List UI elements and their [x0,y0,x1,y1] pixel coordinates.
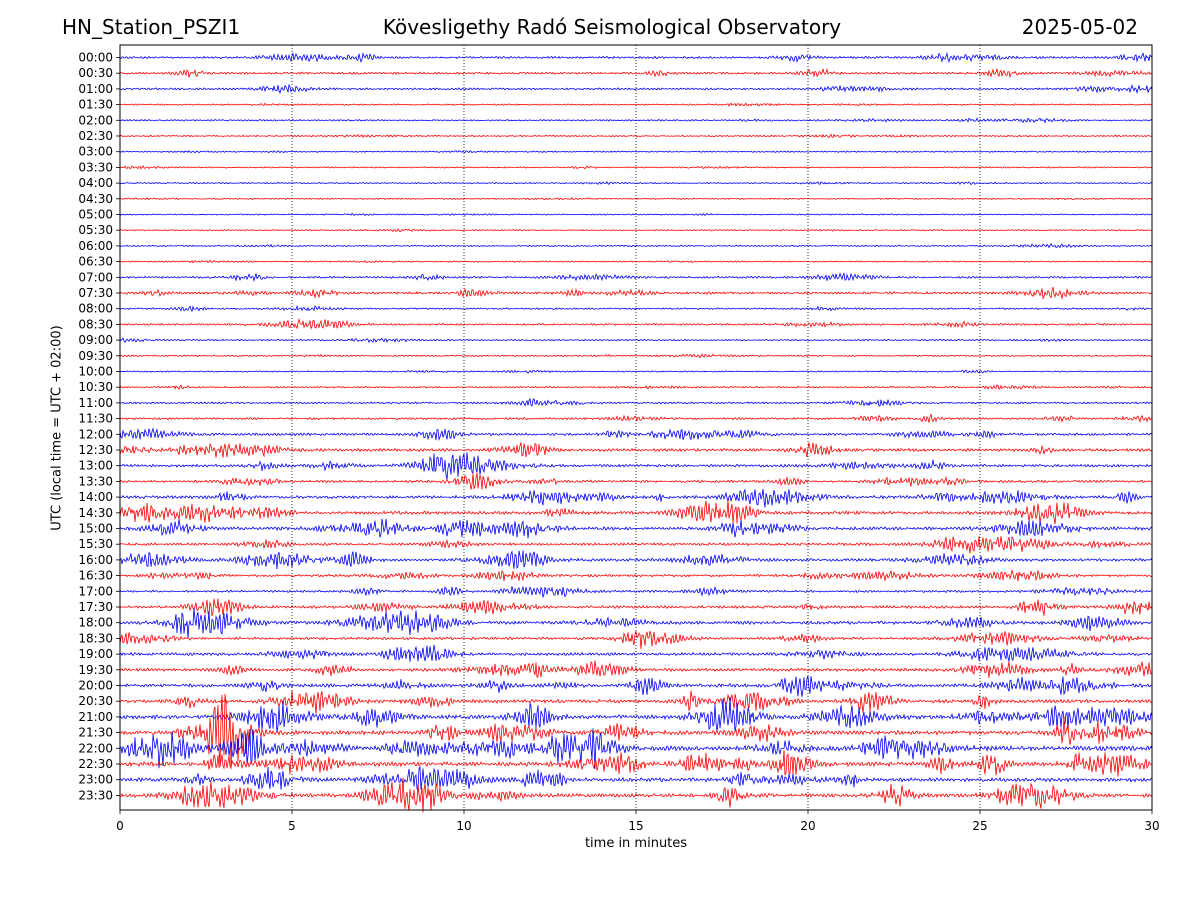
trace-0300 [119,149,1153,154]
trace-1800 [119,607,1153,639]
trace-0800 [119,304,1153,313]
row-label-1430: 14:30 [78,506,113,520]
row-label-1130: 11:30 [78,412,113,426]
trace-1730 [119,598,1153,617]
observatory-title: Kövesligethy Radó Seismological Observat… [382,15,842,39]
row-label-1930: 19:30 [78,663,113,677]
y-axis-label: UTC (local time = UTC + 02:00) [49,325,65,531]
row-label-0800: 08:00 [78,302,113,316]
row-label-1500: 15:00 [78,522,113,536]
row-label-2230: 22:30 [78,757,113,771]
row-label-1300: 13:00 [78,459,113,473]
x-tick-label-20: 20 [800,819,815,833]
row-label-0130: 01:30 [78,98,113,112]
row-label-1900: 19:00 [78,647,113,661]
row-label-0630: 06:30 [78,255,113,269]
row-label-1000: 10:00 [78,365,113,379]
trace-1000 [119,369,1153,374]
trace-0700 [119,272,1153,282]
trace-1600 [119,550,1153,570]
x-tick-label-25: 25 [972,819,987,833]
row-label-2130: 21:30 [78,726,113,740]
trace-1330 [119,472,1153,490]
row-label-0930: 09:30 [78,349,113,363]
row-label-0000: 00:00 [78,51,113,65]
trace-0100 [119,83,1153,95]
row-label-0200: 02:00 [78,113,113,127]
row-label-2000: 20:00 [78,679,113,693]
trace-1130 [119,413,1153,423]
trace-0900 [119,337,1153,344]
row-label-0530: 05:30 [78,223,113,237]
row-label-1830: 18:30 [78,631,113,645]
row-label-2200: 22:00 [78,741,113,755]
x-tick-label-5: 5 [288,819,296,833]
row-label-1700: 17:00 [78,584,113,598]
row-label-0700: 07:00 [78,270,113,284]
row-label-0030: 00:30 [78,66,113,80]
trace-1400 [119,488,1153,508]
row-label-2300: 23:00 [78,773,113,787]
plot-date: 2025-05-02 [1021,15,1138,39]
row-label-1600: 16:00 [78,553,113,567]
x-axis-label: time in minutes [584,836,688,851]
row-label-1800: 18:00 [78,616,113,630]
trace-1830 [119,630,1153,650]
trace-0930 [119,353,1153,359]
row-label-1100: 11:00 [78,396,113,410]
row-label-1400: 14:00 [78,490,113,504]
vertical-gridlines [291,45,981,810]
trace-0330 [119,165,1153,170]
row-label-0730: 07:30 [78,286,113,300]
row-label-0900: 09:00 [78,333,113,347]
row-label-1730: 17:30 [78,600,113,614]
trace-0530 [119,228,1153,233]
row-label-0230: 02:30 [78,129,113,143]
row-label-0500: 05:00 [78,208,113,222]
row-label-0600: 06:00 [78,239,113,253]
row-label-2330: 23:30 [78,788,113,802]
row-label-0100: 01:00 [78,82,113,96]
trace-1200 [119,427,1153,441]
row-label-0430: 04:30 [78,192,113,206]
row-label-2030: 20:30 [78,694,113,708]
row-label-1200: 12:00 [78,427,113,441]
row-label-1330: 13:30 [78,474,113,488]
station-name: HN_Station_PSZI1 [62,15,241,39]
row-label-0400: 04:00 [78,176,113,190]
trace-2200 [119,728,1153,769]
row-label-1530: 15:30 [78,537,113,551]
row-label-1030: 10:30 [78,380,113,394]
x-tick-label-15: 15 [628,819,643,833]
trace-1930 [119,660,1153,678]
trace-1900 [119,644,1153,662]
trace-1530 [119,536,1153,554]
row-label-0300: 03:00 [78,145,113,159]
row-label-1630: 16:30 [78,569,113,583]
trace-2330 [119,777,1153,813]
x-tick-label-0: 0 [116,819,124,833]
trace-2230 [119,750,1153,777]
plot-frame [119,44,1153,811]
row-label-2100: 21:00 [78,710,113,724]
trace-0500 [119,212,1153,217]
row-label-1230: 12:30 [78,443,113,457]
x-tick-label-30: 30 [1144,819,1159,833]
x-axis-ticks: 0 5 10 15 20 25 30 [116,810,1160,833]
row-label-0330: 03:30 [78,160,113,174]
x-tick-label-10: 10 [456,819,471,833]
trace-0600 [119,243,1153,249]
row-label-0830: 08:30 [78,317,113,331]
trace-1430 [119,499,1153,525]
